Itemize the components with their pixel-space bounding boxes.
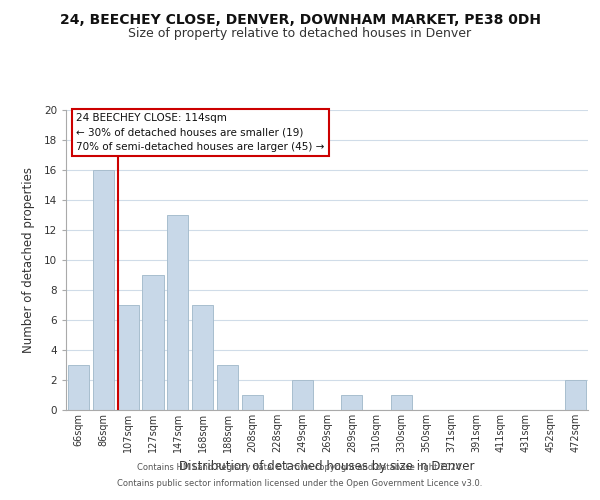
X-axis label: Distribution of detached houses by size in Denver: Distribution of detached houses by size … (179, 460, 475, 473)
Bar (68, 365, 89, 410)
Text: 24, BEECHEY CLOSE, DENVER, DOWNHAM MARKET, PE38 0DH: 24, BEECHEY CLOSE, DENVER, DOWNHAM MARKE… (59, 12, 541, 26)
Bar (142, 275, 164, 410)
Text: 24 BEECHEY CLOSE: 114sqm
← 30% of detached houses are smaller (19)
70% of semi-d: 24 BEECHEY CLOSE: 114sqm ← 30% of detach… (76, 113, 325, 152)
Text: Size of property relative to detached houses in Denver: Size of property relative to detached ho… (128, 28, 472, 40)
Bar (93, 170, 114, 410)
Y-axis label: Number of detached properties: Number of detached properties (22, 167, 35, 353)
Bar (192, 305, 213, 410)
Bar (292, 380, 313, 410)
Bar (341, 395, 362, 410)
Bar (118, 305, 139, 410)
Bar (565, 380, 586, 410)
Bar (167, 215, 188, 410)
Text: Contains HM Land Registry data © Crown copyright and database right 2024.: Contains HM Land Registry data © Crown c… (137, 464, 463, 472)
Bar (242, 395, 263, 410)
Text: Contains public sector information licensed under the Open Government Licence v3: Contains public sector information licen… (118, 478, 482, 488)
Bar (217, 365, 238, 410)
Bar (391, 395, 412, 410)
